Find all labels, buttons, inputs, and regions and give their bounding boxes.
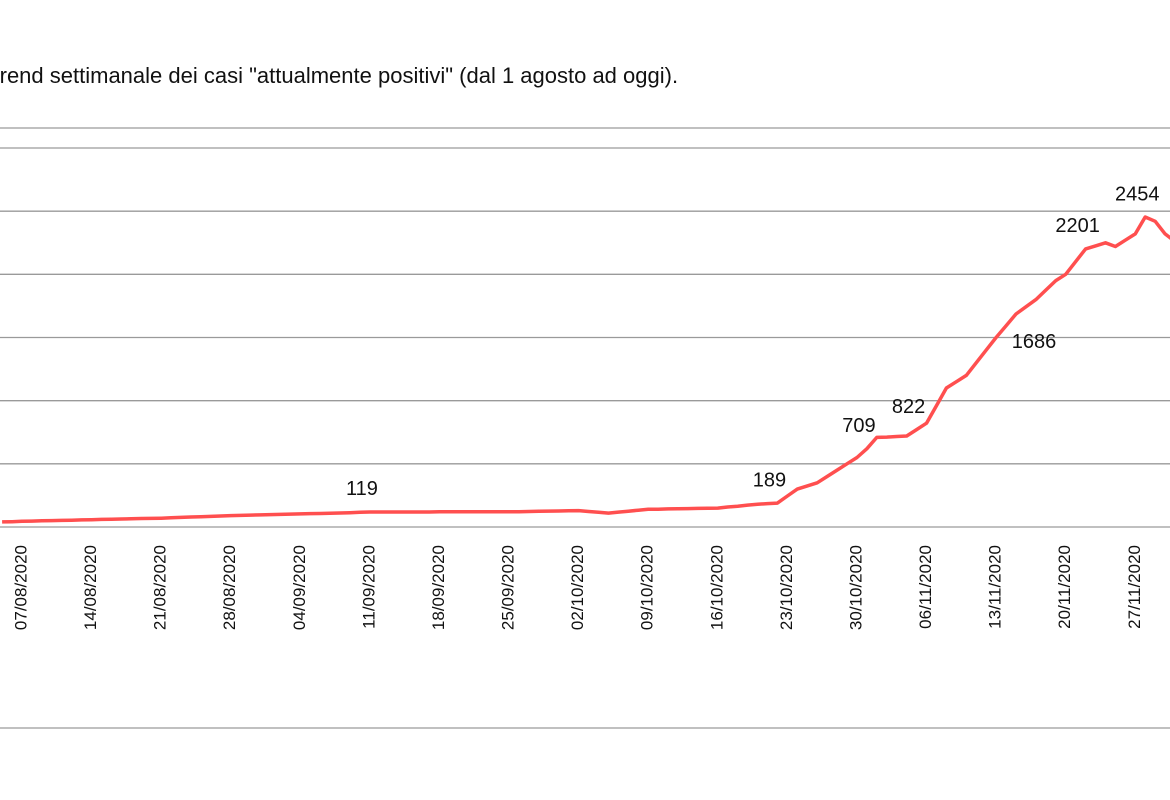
x-tick-label: 16/10/2020 <box>707 545 726 630</box>
x-tick-label: 14/08/2020 <box>81 545 100 630</box>
x-tick-label: 25/09/2020 <box>499 545 518 630</box>
x-tick-label: 21/08/2020 <box>151 545 170 630</box>
x-tick-label: 18/09/2020 <box>429 545 448 630</box>
x-tick-label: 06/11/2020 <box>916 545 935 629</box>
data-label: 189 <box>753 469 786 491</box>
x-tick-label: 28/08/2020 <box>220 545 239 630</box>
x-tick-label: 27/11/2020 <box>1125 545 1144 629</box>
x-tick-label: 09/10/2020 <box>638 545 657 630</box>
x-tick-label: 02/10/2020 <box>568 545 587 630</box>
x-tick-label: 04/09/2020 <box>290 545 309 630</box>
data-line <box>2 215 1170 524</box>
data-label: 119 <box>346 478 378 500</box>
data-label: 1686 <box>1012 331 1057 353</box>
x-tick-label: 07/08/2020 <box>11 545 30 630</box>
x-tick-label: 13/11/2020 <box>986 545 1005 629</box>
data-label: 2201 <box>1055 215 1100 237</box>
x-tick-label: 30/10/2020 <box>846 545 865 630</box>
chart-title: Trend settimanale dei casi "attualmente … <box>0 63 678 88</box>
data-label: 822 <box>892 396 925 418</box>
x-tick-label: 20/11/2020 <box>1055 545 1074 629</box>
x-tick-label: 23/10/2020 <box>777 545 796 630</box>
data-label: 2454 <box>1115 183 1160 205</box>
data-label: 709 <box>842 415 875 437</box>
x-tick-label: 11/09/2020 <box>359 545 378 629</box>
